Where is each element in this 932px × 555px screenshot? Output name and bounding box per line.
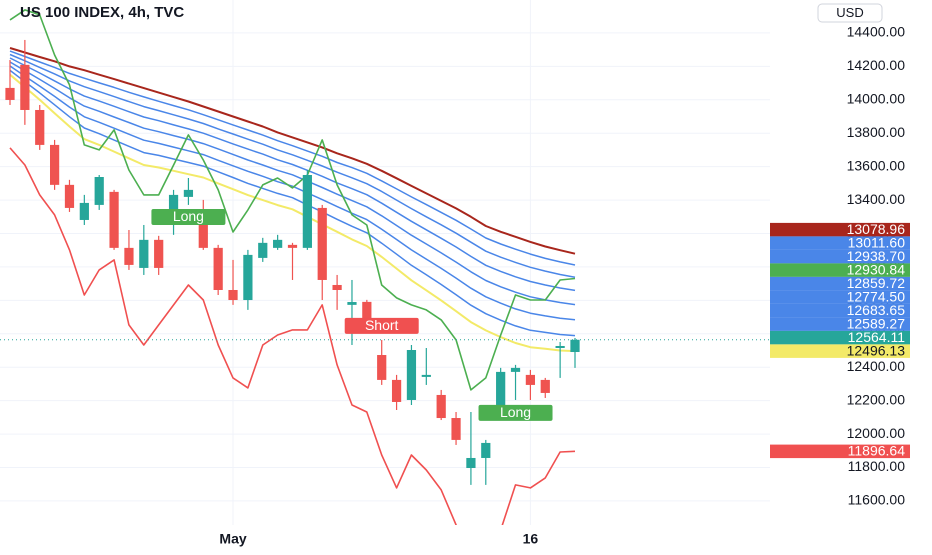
candle-body bbox=[570, 339, 580, 353]
y-tick-label: 11800.00 bbox=[848, 458, 906, 474]
candle-body bbox=[79, 202, 89, 220]
candle-body bbox=[510, 367, 521, 372]
price-badge bbox=[770, 444, 910, 459]
candle-body bbox=[228, 289, 238, 301]
price-badge bbox=[770, 330, 910, 345]
price-badge bbox=[770, 303, 910, 318]
price-badge bbox=[770, 249, 910, 264]
currency-button[interactable] bbox=[817, 3, 883, 23]
signal-label-bg bbox=[478, 404, 553, 421]
price-badge-label: 12564.11 bbox=[848, 329, 906, 345]
signal-label-bg bbox=[344, 317, 419, 334]
price-badge-label: 13078.96 bbox=[847, 221, 906, 237]
candle-body bbox=[332, 284, 342, 290]
candle-body bbox=[124, 247, 134, 265]
candle-body bbox=[377, 355, 387, 380]
candle-body bbox=[466, 457, 476, 469]
candle-body bbox=[49, 144, 60, 185]
y-tick-label: 13600.00 bbox=[847, 157, 906, 173]
indicator-line bbox=[9, 50, 576, 266]
indicator-line bbox=[9, 69, 576, 337]
price-badge bbox=[770, 344, 910, 358]
y-tick-label: 12000.00 bbox=[847, 425, 906, 441]
chart-title: US 100 INDEX, 4h, TVC bbox=[20, 4, 184, 21]
candle-body bbox=[35, 109, 45, 145]
price-badge-label: 12930.84 bbox=[847, 261, 906, 277]
price-badge-label: 12496.13 bbox=[847, 342, 906, 358]
candle-body bbox=[436, 394, 446, 419]
y-tick-label: 14200.00 bbox=[847, 57, 906, 73]
signal-label: Long bbox=[500, 404, 531, 420]
candle-body bbox=[406, 350, 417, 400]
x-tick-label: May bbox=[219, 531, 246, 547]
candle-body bbox=[302, 175, 312, 248]
plot-area: Long Short Long bbox=[0, 9, 770, 525]
candle-body bbox=[64, 184, 75, 208]
price-badge-label: 12859.72 bbox=[847, 275, 906, 291]
price-badge-label: 13011.60 bbox=[848, 234, 906, 250]
candle-body bbox=[183, 189, 194, 197]
y-tick-label: 11600.00 bbox=[848, 492, 906, 508]
candle-body bbox=[243, 254, 253, 301]
signal-label: Short bbox=[365, 317, 399, 333]
candle-body bbox=[496, 371, 506, 408]
price-badge-label: 12683.65 bbox=[847, 302, 906, 318]
price-badge-label: 12774.50 bbox=[847, 288, 906, 304]
signal-label-bg bbox=[151, 208, 226, 225]
candle-body bbox=[139, 239, 149, 268]
y-tick-label: 12400.00 bbox=[847, 358, 906, 374]
y-tick-label: 12200.00 bbox=[847, 391, 906, 407]
candle-body bbox=[451, 418, 461, 440]
candle-body bbox=[20, 64, 30, 110]
candle-body bbox=[347, 302, 357, 305]
candle-body bbox=[5, 87, 15, 100]
candle-body bbox=[258, 242, 268, 258]
candle-body bbox=[540, 379, 550, 393]
candle-body bbox=[287, 244, 298, 248]
candle-body bbox=[273, 239, 283, 248]
candle-body bbox=[317, 207, 327, 280]
y-tick-label: 14400.00 bbox=[847, 24, 906, 40]
candle-body bbox=[421, 374, 431, 377]
y-tick-label: 14000.00 bbox=[847, 90, 906, 106]
indicator-line bbox=[9, 9, 576, 391]
price-badge bbox=[770, 236, 910, 250]
grid bbox=[0, 0, 770, 525]
price-badge-label: 11896.64 bbox=[848, 443, 906, 459]
indicator-line bbox=[9, 47, 576, 255]
indicator-line bbox=[9, 65, 576, 321]
price-badge bbox=[770, 317, 910, 331]
currency-label[interactable]: USD bbox=[836, 5, 863, 20]
price-badge bbox=[770, 290, 910, 304]
x-tick-label: 16 bbox=[523, 531, 539, 547]
y-tick-label: 13400.00 bbox=[847, 191, 906, 207]
candle-body bbox=[362, 301, 372, 320]
price-axis: 11600.00 11800.00 12000.00 12200.00 12400.00… bbox=[770, 24, 910, 508]
candle-body bbox=[555, 345, 565, 348]
price-badge-label: 12589.27 bbox=[847, 315, 906, 331]
candle-body bbox=[168, 194, 179, 220]
indicator-line bbox=[9, 57, 576, 292]
price-badge-label: 12938.70 bbox=[847, 248, 906, 264]
price-badge bbox=[770, 276, 910, 291]
y-tick-label: 13800.00 bbox=[847, 124, 906, 140]
candle-body bbox=[94, 177, 104, 205]
price-badge bbox=[770, 222, 910, 237]
indicator-line bbox=[9, 147, 576, 525]
indicator-line bbox=[9, 73, 576, 353]
candle-body bbox=[198, 219, 208, 248]
candle-body bbox=[109, 191, 119, 248]
candle-body bbox=[213, 247, 223, 290]
indicator-line bbox=[9, 61, 576, 306]
candle-body bbox=[154, 239, 164, 268]
candle-body bbox=[391, 379, 402, 402]
indicator-line bbox=[9, 53, 576, 278]
candle-body bbox=[525, 374, 536, 385]
candle-body bbox=[481, 442, 491, 458]
signal-label: Long bbox=[173, 208, 204, 224]
price-badge bbox=[770, 263, 910, 277]
